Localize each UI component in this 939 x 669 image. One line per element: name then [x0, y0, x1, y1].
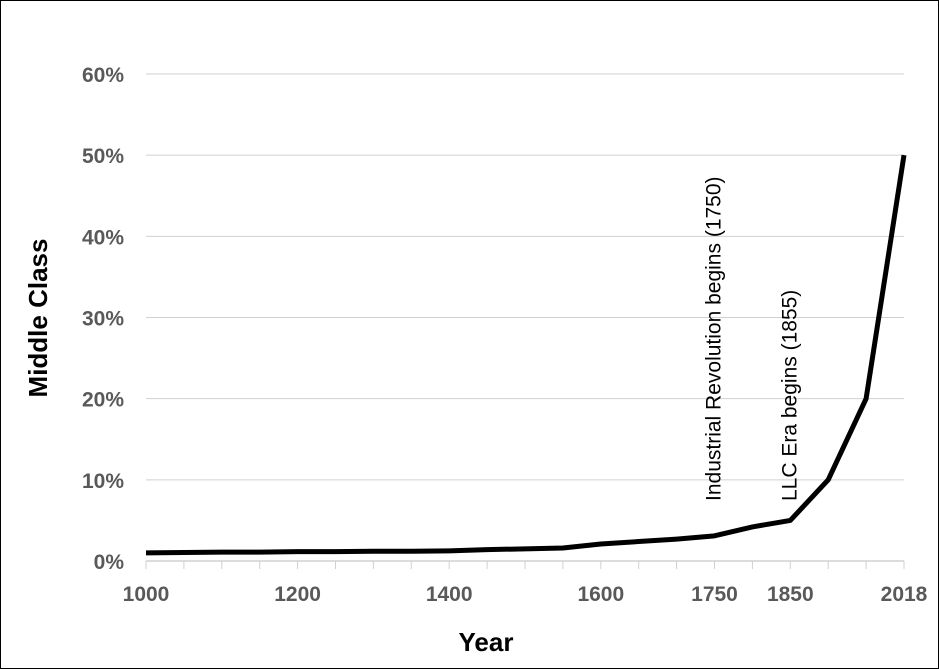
x-tick-label: 1850 — [767, 583, 814, 606]
x-tick-label: 1400 — [426, 583, 473, 606]
x-tick-label: 1200 — [274, 583, 321, 606]
y-tick-label: 20% — [82, 389, 124, 412]
y-tick-label: 40% — [82, 226, 124, 249]
x-tick-label: 1750 — [691, 583, 738, 606]
y-tick-label: 0% — [94, 551, 125, 574]
x-tick-label: 1000 — [123, 583, 170, 606]
y-tick-label: 50% — [82, 145, 124, 168]
y-tick-label: 10% — [82, 470, 124, 493]
x-tick-label: 1600 — [577, 583, 624, 606]
x-axis-title: Year — [459, 627, 514, 657]
annotation-label: LLC Era begins (1855) — [778, 290, 801, 501]
x-tick-label: 2018 — [881, 583, 928, 606]
y-axis-title: Middle Class — [23, 239, 53, 398]
y-tick-label: 30% — [82, 308, 124, 331]
y-tick-label: 60% — [82, 64, 124, 87]
annotation-label: Industrial Revolution begins (1750) — [703, 176, 726, 501]
